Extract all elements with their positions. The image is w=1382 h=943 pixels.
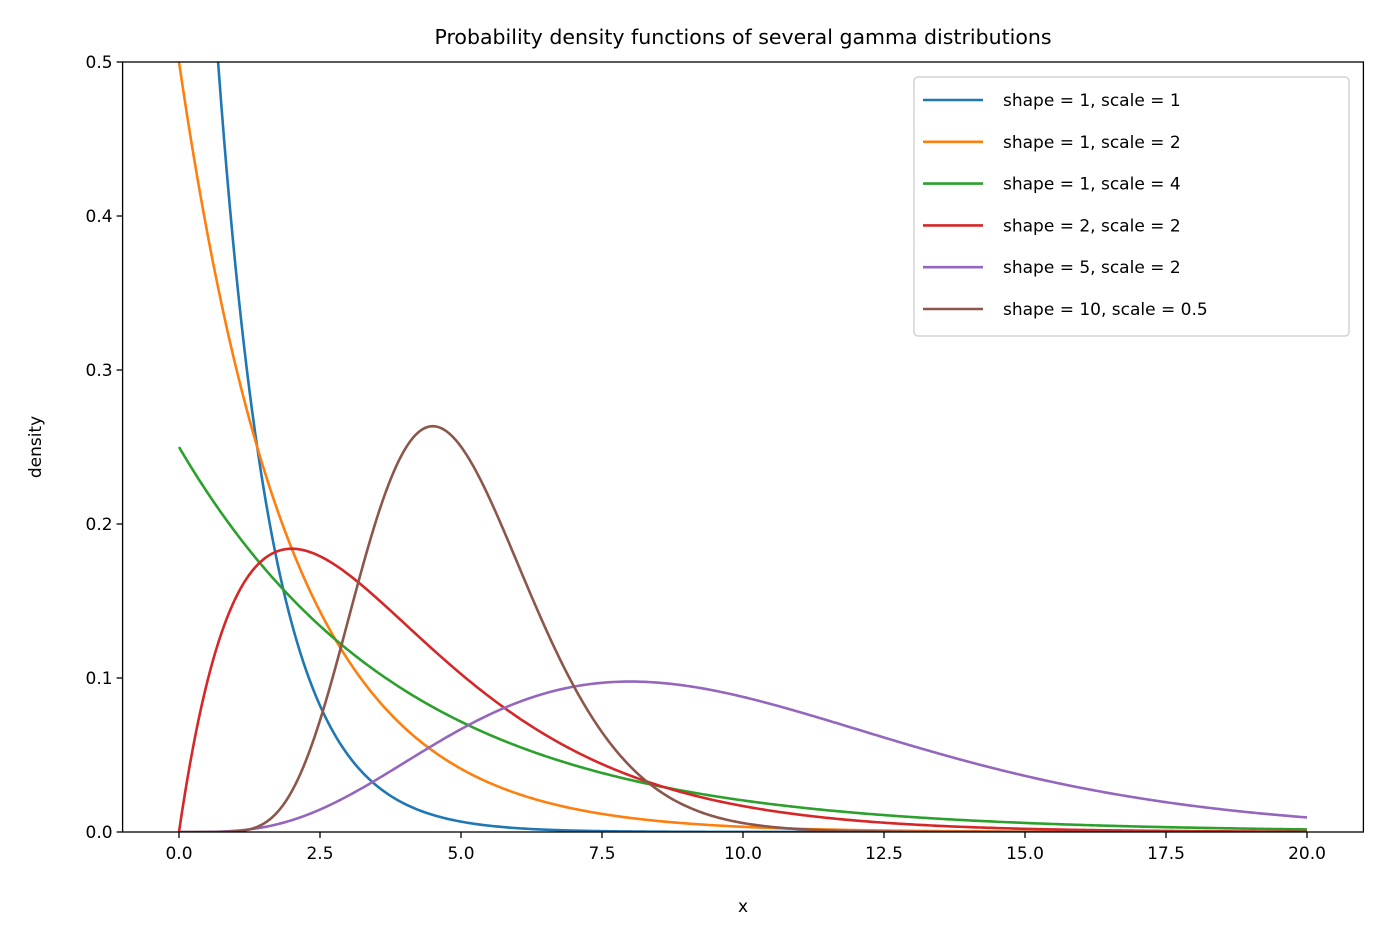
y-tick-label: 0.0 xyxy=(86,823,113,843)
x-tick-label: 12.5 xyxy=(865,844,903,864)
y-tick-label: 0.1 xyxy=(86,669,113,689)
legend-label-1: shape = 1, scale = 1 xyxy=(1003,91,1181,111)
x-tick-label: 20.0 xyxy=(1288,844,1326,864)
legend-label-4: shape = 2, scale = 2 xyxy=(1003,216,1181,236)
x-axis-label: x xyxy=(738,897,748,917)
legend-label-6: shape = 10, scale = 0.5 xyxy=(1003,300,1208,320)
x-tick-label: 17.5 xyxy=(1147,844,1185,864)
series-line-5 xyxy=(179,680,1308,832)
axis-ticks: 0.0 2.5 5.0 7.5 10.0 12.5 15.0 17.5 20.0 0.0 0.1 0.… xyxy=(86,53,1326,864)
legend-label-3: shape = 1, scale = 4 xyxy=(1003,175,1181,195)
plot-frame xyxy=(121,61,1365,833)
y-tick-label: 0.3 xyxy=(86,361,113,381)
legend-label-5: shape = 5, scale = 2 xyxy=(1003,258,1181,278)
series-line-6 xyxy=(179,424,1307,832)
x-tick-label: 5.0 xyxy=(447,844,474,864)
y-tick-label: 0.5 xyxy=(86,53,113,73)
x-tick-label: 7.5 xyxy=(588,844,615,864)
legend: shape = 1, scale = 1 shape = 1, scale = 2… xyxy=(913,76,1350,337)
y-tick-label: 0.4 xyxy=(86,207,113,227)
y-axis-label: density xyxy=(26,416,46,478)
x-tick-label: 15.0 xyxy=(1006,844,1044,864)
chart-title: Probability density functions of several… xyxy=(434,25,1051,49)
y-tick-label: 0.2 xyxy=(86,515,113,535)
x-tick-label: 0.0 xyxy=(165,844,192,864)
x-tick-label: 10.0 xyxy=(724,844,762,864)
legend-box xyxy=(913,76,1350,337)
series-line-3 xyxy=(177,446,1308,831)
legend-label-2: shape = 1, scale = 2 xyxy=(1003,133,1181,153)
series-line-4 xyxy=(177,547,1308,832)
x-tick-label: 2.5 xyxy=(306,844,333,864)
